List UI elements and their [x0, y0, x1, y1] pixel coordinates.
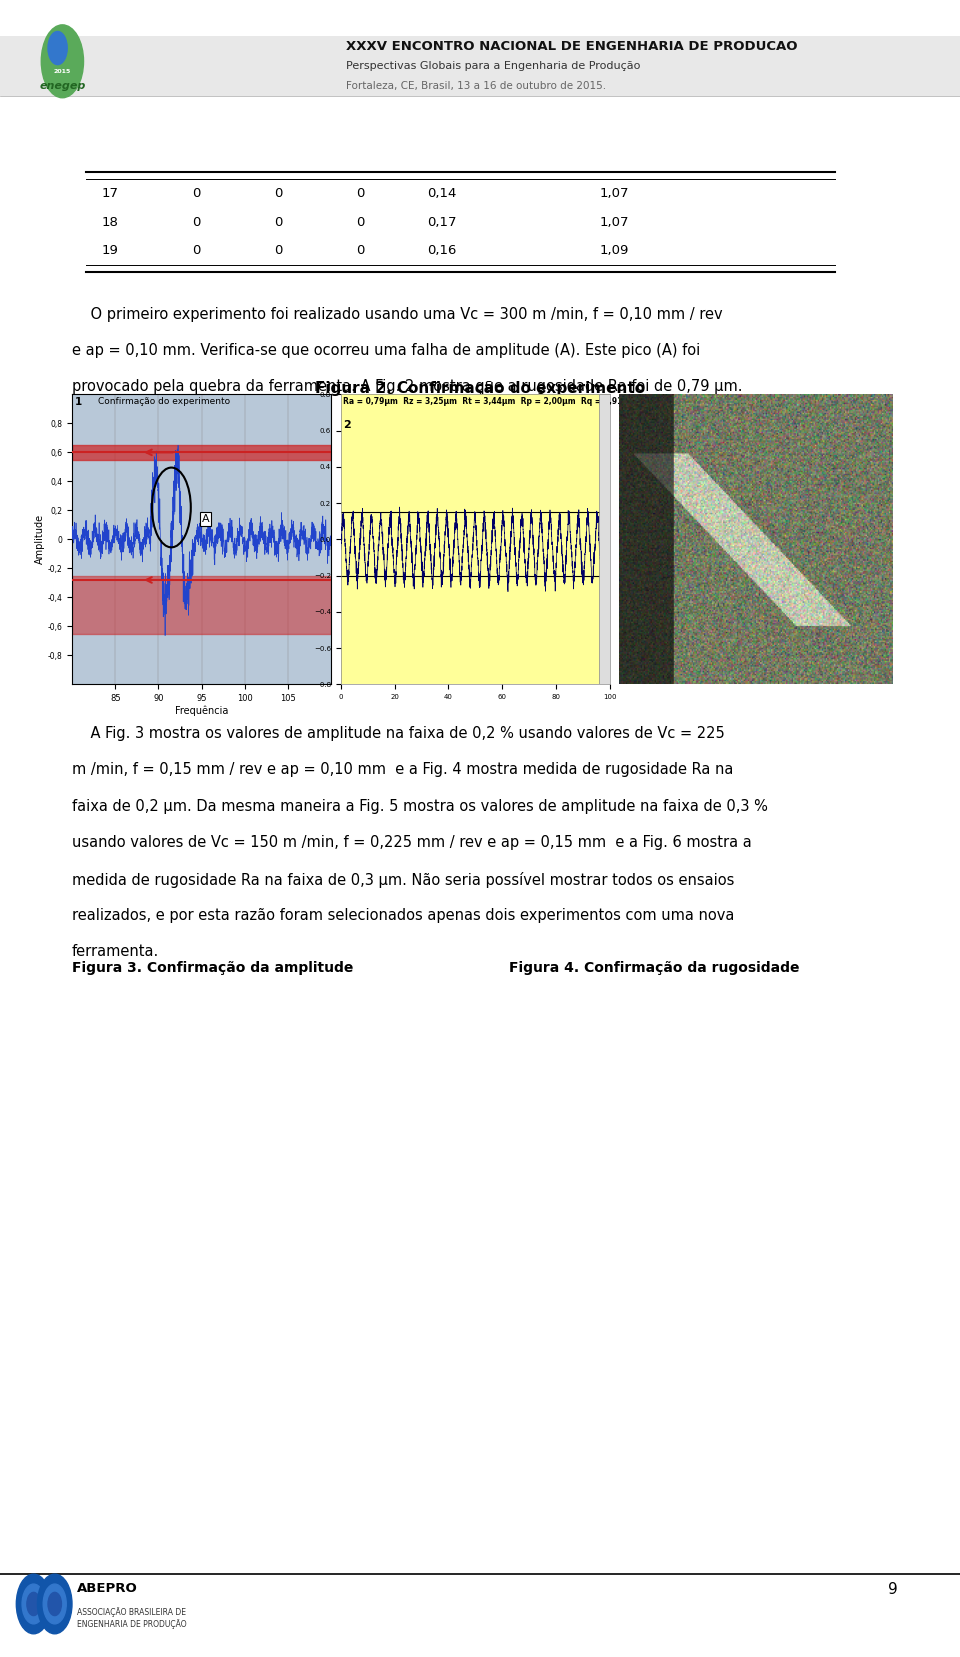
- Text: 0: 0: [356, 187, 364, 200]
- Text: 18: 18: [102, 215, 119, 229]
- Circle shape: [48, 31, 67, 65]
- Text: ASSOCIAÇÃO BRASILEIRA DE
ENGENHARIA DE PRODUÇÃO: ASSOCIAÇÃO BRASILEIRA DE ENGENHARIA DE P…: [77, 1607, 186, 1629]
- Text: Fortaleza, CE, Brasil, 13 a 16 de outubro de 2015.: Fortaleza, CE, Brasil, 13 a 16 de outubr…: [346, 81, 606, 91]
- Text: A Fig. 3 mostra os valores de amplitude na faixa de 0,2 % usando valores de Vc =: A Fig. 3 mostra os valores de amplitude …: [72, 726, 725, 741]
- Circle shape: [16, 1574, 51, 1634]
- Text: 2: 2: [344, 421, 351, 431]
- Text: ABEPRO: ABEPRO: [77, 1582, 137, 1596]
- Text: 0: 0: [193, 244, 201, 257]
- Text: 0: 0: [193, 187, 201, 200]
- Circle shape: [43, 1584, 66, 1624]
- Text: 9: 9: [888, 1582, 898, 1597]
- Text: 1: 1: [75, 398, 82, 408]
- Text: 1,09: 1,09: [600, 244, 629, 257]
- X-axis label: Frequência: Frequência: [175, 706, 228, 716]
- Bar: [72, 446, 331, 459]
- Circle shape: [48, 1592, 61, 1616]
- Circle shape: [27, 1592, 40, 1616]
- Text: e ap = 0,10 mm. Verifica-se que ocorreu uma falha de amplitude (A). Este pico (A: e ap = 0,10 mm. Verifica-se que ocorreu …: [72, 343, 700, 358]
- FancyBboxPatch shape: [0, 36, 960, 96]
- Text: 0: 0: [356, 215, 364, 229]
- Text: 1,07: 1,07: [600, 215, 629, 229]
- Text: Figura 2. Confirmação do experimento: Figura 2. Confirmação do experimento: [315, 381, 645, 396]
- Text: 0,17: 0,17: [427, 215, 456, 229]
- Text: Confirmação do experimento: Confirmação do experimento: [98, 398, 230, 406]
- Text: 0: 0: [275, 244, 282, 257]
- Text: 0: 0: [275, 215, 282, 229]
- Bar: [599, 394, 610, 684]
- Text: medida de rugosidade Ra na faixa de 0,3 μm. Não seria possível mostrar todos os : medida de rugosidade Ra na faixa de 0,3 …: [72, 872, 734, 888]
- Text: m /min, f = 0,15 mm / rev e ap = 0,10 mm  e a Fig. 4 mostra medida de rugosidade: m /min, f = 0,15 mm / rev e ap = 0,10 mm…: [72, 762, 733, 777]
- Text: 0,14: 0,14: [427, 187, 456, 200]
- Circle shape: [22, 1584, 45, 1624]
- Text: usando valores de Vc = 150 m /min, f = 0,225 mm / rev e ap = 0,15 mm  e a Fig. 6: usando valores de Vc = 150 m /min, f = 0…: [72, 835, 752, 850]
- Text: enegep: enegep: [39, 81, 85, 91]
- Text: provocado pela quebra da ferramenta. A Fig. 2 mostra que a rugosidade Ra foi de : provocado pela quebra da ferramenta. A F…: [72, 379, 742, 394]
- Text: Perspectivas Globais para a Engenharia de Produção: Perspectivas Globais para a Engenharia d…: [346, 61, 640, 71]
- Text: ferramenta.: ferramenta.: [72, 944, 159, 959]
- Text: 0: 0: [356, 244, 364, 257]
- Circle shape: [37, 1574, 72, 1634]
- Text: Figura 3. Confirmação da amplitude: Figura 3. Confirmação da amplitude: [72, 961, 353, 974]
- Text: 17: 17: [102, 187, 119, 200]
- Circle shape: [41, 25, 84, 98]
- Y-axis label: Amplitude: Amplitude: [35, 514, 44, 565]
- Text: 19: 19: [102, 244, 119, 257]
- Text: XXXV ENCONTRO NACIONAL DE ENGENHARIA DE PRODUCAO: XXXV ENCONTRO NACIONAL DE ENGENHARIA DE …: [346, 40, 797, 53]
- Text: 0,16: 0,16: [427, 244, 456, 257]
- Text: 0: 0: [275, 187, 282, 200]
- Bar: [72, 575, 331, 633]
- Text: faixa de 0,2 μm. Da mesma maneira a Fig. 5 mostra os valores de amplitude na fai: faixa de 0,2 μm. Da mesma maneira a Fig.…: [72, 799, 768, 814]
- Text: 0: 0: [193, 215, 201, 229]
- Text: 1,07: 1,07: [600, 187, 629, 200]
- Text: 2015: 2015: [54, 68, 71, 75]
- Text: Figura 4. Confirmação da rugosidade: Figura 4. Confirmação da rugosidade: [509, 961, 800, 974]
- Text: O primeiro experimento foi realizado usando uma Vc = 300 m /min, f = 0,10 mm / r: O primeiro experimento foi realizado usa…: [72, 307, 723, 321]
- Text: A: A: [202, 514, 209, 524]
- Text: realizados, e por esta razão foram selecionados apenas dois experimentos com uma: realizados, e por esta razão foram selec…: [72, 908, 734, 923]
- Text: Ra = 0,79μm  Rz = 3,25μm  Rt = 3,44μm  Rp = 2,00μm  Rq = 0,91μm: Ra = 0,79μm Rz = 3,25μm Rt = 3,44μm Rp =…: [344, 398, 636, 406]
